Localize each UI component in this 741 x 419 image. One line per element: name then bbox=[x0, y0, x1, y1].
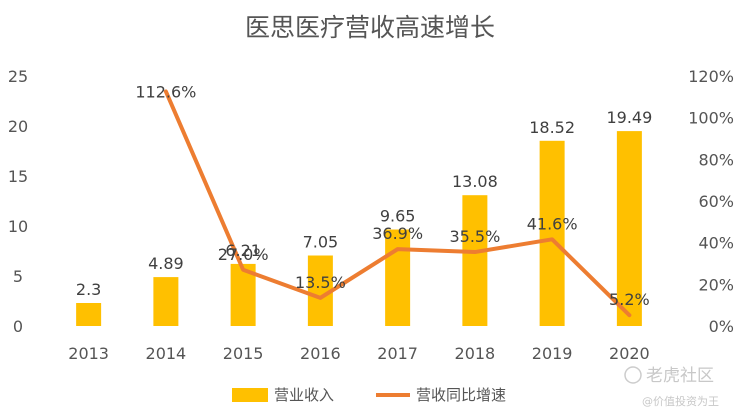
line-label-2017: 36.9% bbox=[372, 224, 423, 243]
bar-label-2014: 4.89 bbox=[148, 254, 184, 273]
line-label-2015: 27.0% bbox=[218, 245, 269, 264]
line-data-labels: 112.6% 27.0% 13.5% 36.9% 35.5% 41.6% 5.2% bbox=[135, 82, 649, 309]
left-tick-10: 10 bbox=[8, 217, 28, 236]
bar-label-2015: 6.21 bbox=[225, 241, 261, 260]
chart-title: 医思医疗营收高速增长 bbox=[245, 13, 495, 42]
legend-bar-swatch bbox=[232, 388, 268, 402]
left-axis-ticks: 0 5 10 15 20 25 bbox=[8, 67, 28, 336]
bar-label-2020: 19.49 bbox=[606, 108, 652, 127]
bar-label-2017: 9.65 bbox=[380, 207, 416, 226]
line-series bbox=[163, 89, 632, 318]
line-label-2018: 35.5% bbox=[449, 227, 500, 246]
line-label-2016: 13.5% bbox=[295, 273, 346, 292]
right-tick-0%: 0% bbox=[709, 317, 734, 336]
right-tick-40%: 40% bbox=[698, 234, 734, 253]
bar-2013 bbox=[76, 303, 102, 326]
bar-2014 bbox=[153, 277, 179, 326]
line-label-2020: 5.2% bbox=[609, 290, 650, 309]
right-tick-100%: 100% bbox=[688, 109, 734, 128]
growth-line bbox=[163, 89, 632, 318]
x-tick-2016: 2016 bbox=[300, 344, 341, 363]
bar-2017 bbox=[385, 229, 411, 326]
right-tick-120%: 120% bbox=[688, 67, 734, 86]
legend: 营业收入 营收同比增速 bbox=[232, 386, 506, 404]
left-tick-20: 20 bbox=[8, 117, 28, 136]
legend-label-revenue: 营业收入 bbox=[274, 386, 334, 404]
left-tick-25: 25 bbox=[8, 67, 28, 86]
bar-2020 bbox=[616, 131, 642, 326]
bar-label-2019: 18.52 bbox=[529, 118, 575, 137]
legend-label-growth: 营收同比增速 bbox=[416, 386, 506, 404]
bar-label-2013: 2.3 bbox=[76, 280, 101, 299]
bar-2018 bbox=[462, 195, 488, 326]
right-tick-20%: 20% bbox=[698, 275, 734, 294]
line-label-2019: 41.6% bbox=[527, 214, 578, 233]
x-tick-2018: 2018 bbox=[455, 344, 496, 363]
x-tick-2019: 2019 bbox=[532, 344, 573, 363]
bar-label-2018: 13.08 bbox=[452, 172, 498, 191]
right-tick-80%: 80% bbox=[698, 150, 734, 169]
x-tick-2017: 2017 bbox=[377, 344, 418, 363]
bar-data-labels: 2.3 4.89 6.21 7.05 9.65 13.08 18.52 19.49 bbox=[76, 108, 652, 299]
watermark-author: @价值投资为王 bbox=[642, 394, 719, 408]
left-tick-15: 15 bbox=[8, 167, 28, 186]
bar-2019 bbox=[539, 140, 565, 326]
left-tick-0: 0 bbox=[13, 317, 23, 336]
bar-label-2016: 7.05 bbox=[303, 233, 339, 252]
x-tick-2014: 2014 bbox=[146, 344, 187, 363]
x-tick-2020: 2020 bbox=[609, 344, 650, 363]
x-tick-2015: 2015 bbox=[223, 344, 264, 363]
right-tick-60%: 60% bbox=[698, 192, 734, 211]
watermark-brand: 老虎社区 bbox=[646, 366, 714, 386]
x-axis-ticks: 2013 2014 2015 2016 2017 2018 2019 2020 bbox=[68, 344, 649, 363]
tiger-logo-icon bbox=[624, 366, 642, 384]
line-label-2014: 112.6% bbox=[135, 82, 196, 101]
right-axis-ticks: 0% 20% 40% 60% 80% 100% 120% bbox=[688, 67, 734, 336]
x-tick-2013: 2013 bbox=[68, 344, 109, 363]
left-tick-5: 5 bbox=[13, 267, 23, 286]
watermark: 老虎社区 @价值投资为王 bbox=[624, 366, 719, 408]
